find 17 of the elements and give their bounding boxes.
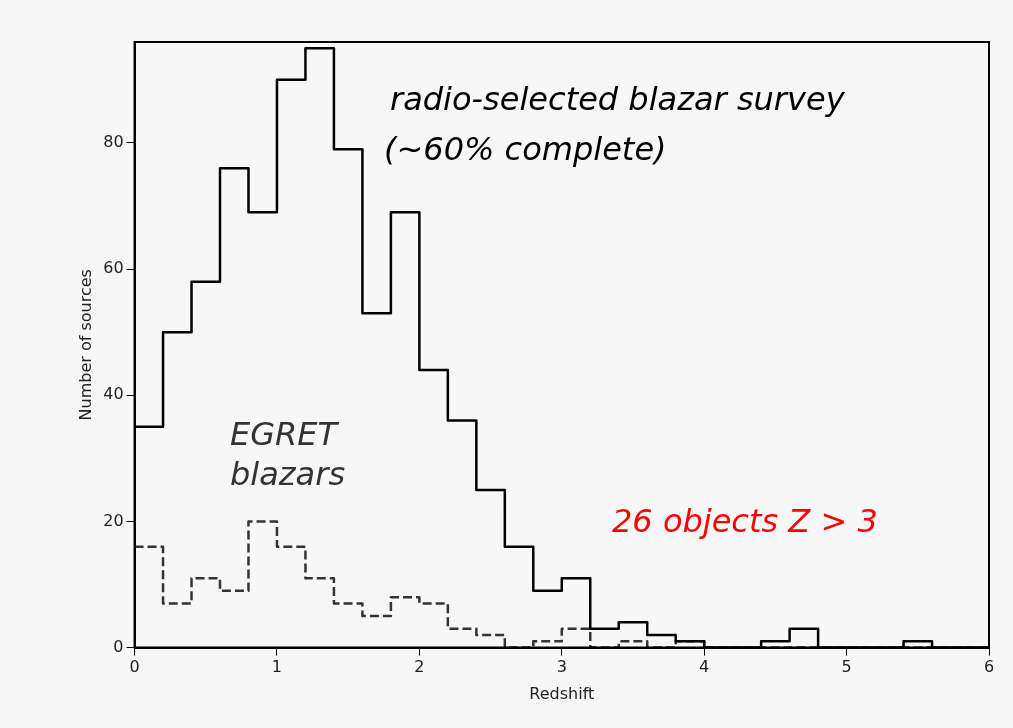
y-tick-label: 60 (103, 258, 124, 278)
x-tick-label: 5 (841, 657, 852, 677)
series-label: EGRET blazars (230, 415, 346, 493)
x-tick-label: 1 (271, 657, 283, 677)
x-tick-label: 0 (129, 657, 140, 677)
y-axis-title: Number of sources (75, 269, 95, 421)
y-tick-label: 20 (103, 510, 124, 530)
annotation: 26 objects Z > 3 (612, 502, 878, 540)
y-tick-label: 0 (113, 636, 124, 656)
y-tick-label: 80 (103, 132, 124, 152)
x-tick-label: 6 (983, 657, 995, 677)
y-tick-label: 40 (103, 384, 124, 404)
x-axis-title: Redshift (529, 683, 595, 703)
x-tick-label: 3 (556, 657, 567, 677)
x-tick-label: 2 (414, 657, 425, 677)
series-label: radio-selected blazar survey (~60% complete) (384, 80, 846, 168)
x-tick-label: 4 (699, 657, 710, 677)
